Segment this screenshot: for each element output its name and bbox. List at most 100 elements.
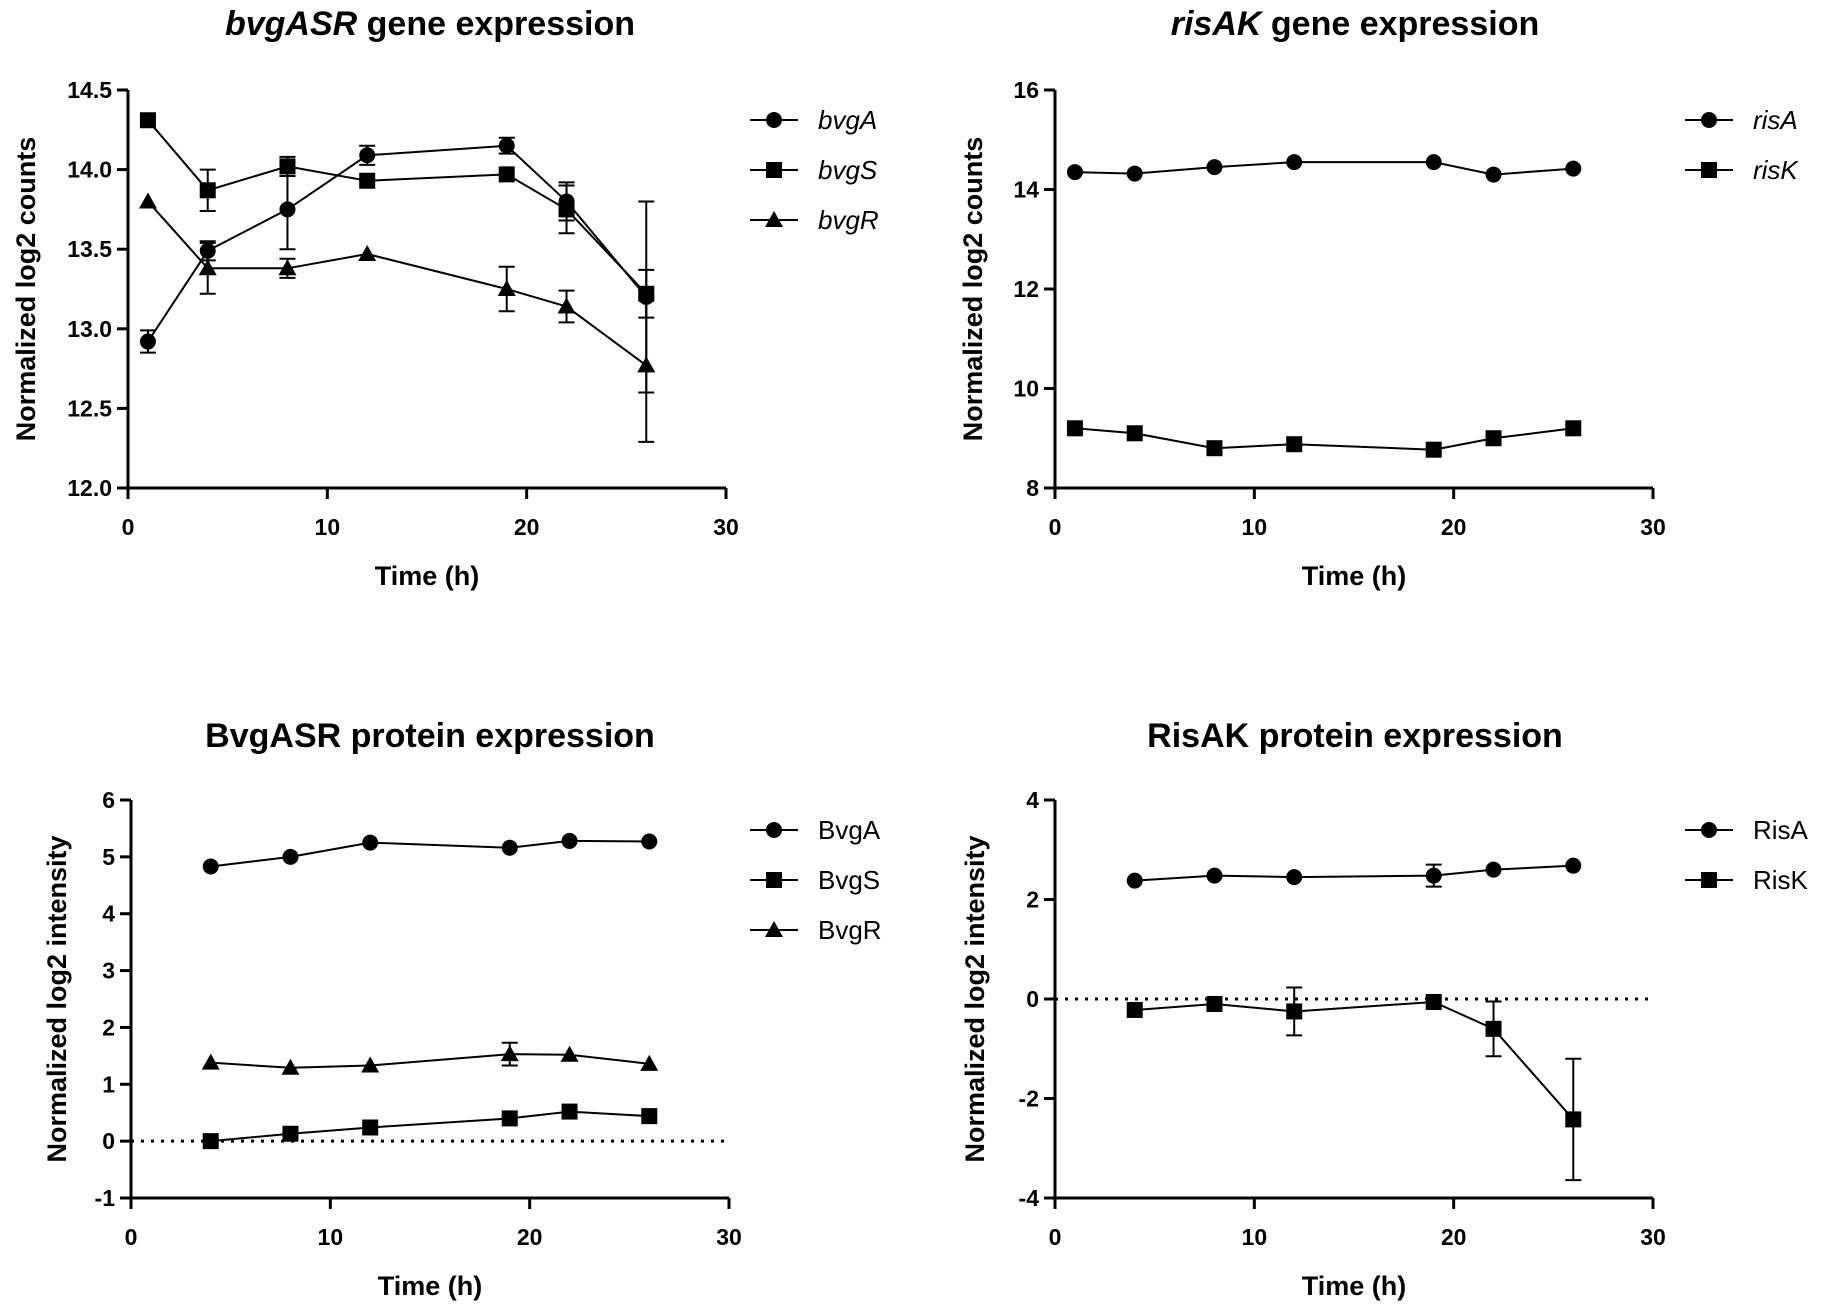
data-point <box>1206 440 1223 457</box>
y-tick-label: 12.5 <box>67 395 112 421</box>
data-point <box>637 356 656 373</box>
data-point <box>1286 154 1303 171</box>
legend-entry-RisK: RisK <box>1685 865 1809 895</box>
x-tick-label: 30 <box>716 1224 742 1250</box>
series-risA <box>1066 154 1582 183</box>
data-point <box>362 1119 379 1136</box>
data-point <box>1425 867 1442 884</box>
data-point <box>138 192 157 209</box>
data-point <box>282 848 299 865</box>
chart-panel-3: BvgASR protein expression -1 0 1 2 3 4 5 6 0 10 20 3… <box>42 717 882 1301</box>
x-tick-label: 20 <box>1441 1224 1467 1250</box>
chart-title-italic: risAK <box>1171 5 1264 43</box>
series-RisK <box>1126 986 1582 1182</box>
y-tick-label: 14.5 <box>67 77 112 103</box>
data-point <box>1206 867 1223 884</box>
x-tick-label: 10 <box>315 514 341 540</box>
series-risK <box>1066 420 1582 458</box>
chart-title: risAK gene expression <box>1171 5 1539 43</box>
chart-title: bvgASR gene expression <box>225 5 635 43</box>
y-tick-label: 5 <box>102 844 115 870</box>
chart-panel-4: RisAK protein expression -4 -2 0 2 4 0 10 20 30 Ti… <box>960 717 1809 1301</box>
y-tick-label: 2 <box>1026 887 1039 913</box>
data-point <box>498 137 515 154</box>
legend-entry-RisA: RisA <box>1685 815 1809 845</box>
data-point <box>501 1110 518 1127</box>
legend-marker <box>766 162 782 178</box>
data-point <box>1206 995 1223 1012</box>
data-point <box>1485 166 1502 183</box>
data-point <box>278 259 297 276</box>
data-point <box>1126 872 1143 889</box>
y-tick-label: 14 <box>1013 177 1039 203</box>
data-point <box>560 1045 579 1062</box>
series-BvgS <box>202 1103 658 1150</box>
y-axis-label: Normalized log2 counts <box>958 137 988 442</box>
y-tick-label: -4 <box>1019 1185 1040 1211</box>
legend-label: bvgR <box>818 205 879 235</box>
data-point <box>557 297 576 314</box>
data-point <box>1126 1001 1143 1018</box>
chart-title-text: gene expression <box>1261 5 1539 43</box>
data-point <box>1126 165 1143 182</box>
data-point <box>361 1056 380 1073</box>
y-tick-label: 0 <box>1026 986 1039 1012</box>
y-tick-label: 3 <box>102 958 115 984</box>
x-tick-label: 0 <box>1049 1224 1062 1250</box>
x-axis-label: Time (h) <box>375 561 480 591</box>
x-axis-label: Time (h) <box>1302 561 1407 591</box>
legend-marker <box>766 112 782 128</box>
y-tick-label: 4 <box>102 901 115 927</box>
x-tick-label: 30 <box>713 514 739 540</box>
data-point <box>362 834 379 851</box>
data-point <box>1425 441 1442 458</box>
series-line <box>210 1053 650 1069</box>
data-point <box>202 858 219 875</box>
legend-entry-bvgR: bvgR <box>750 205 879 235</box>
data-point <box>1066 420 1083 437</box>
x-tick-label: 0 <box>1049 514 1062 540</box>
legend-entry-bvgA: bvgA <box>750 105 877 135</box>
x-axis-label: Time (h) <box>1302 1271 1407 1301</box>
series-bvgA <box>139 136 655 394</box>
data-point <box>1066 164 1083 181</box>
series-line <box>210 1110 650 1143</box>
data-point <box>359 172 376 189</box>
x-tick-label: 10 <box>1242 1224 1268 1250</box>
y-tick-label: 4 <box>1026 787 1039 813</box>
data-point <box>1565 160 1582 177</box>
y-axis-label: Normalized log2 intensity <box>960 835 990 1162</box>
legend-label: risA <box>1753 105 1798 135</box>
legend-marker <box>1701 822 1717 838</box>
y-tick-label: 10 <box>1013 376 1039 402</box>
legend-marker <box>765 921 783 937</box>
legend-marker <box>1701 872 1717 888</box>
y-tick-label: 6 <box>102 787 115 813</box>
series-RisA <box>1126 857 1582 889</box>
legend-entry-risA: risA <box>1685 105 1798 135</box>
y-tick-label: -2 <box>1019 1086 1039 1112</box>
data-point <box>1565 1111 1582 1128</box>
data-point <box>359 147 376 164</box>
data-point <box>1126 425 1143 442</box>
data-point <box>1485 430 1502 447</box>
legend-marker <box>765 211 783 227</box>
data-point <box>561 832 578 849</box>
y-tick-label: 2 <box>102 1014 115 1040</box>
chart-title-text: RisAK protein expression <box>1147 717 1563 755</box>
series-line <box>210 839 650 868</box>
x-tick-label: 0 <box>122 514 135 540</box>
y-tick-label: -1 <box>95 1185 116 1211</box>
legend-label: RisA <box>1753 815 1809 845</box>
y-tick-label: 13.5 <box>67 236 112 262</box>
legend-entry-BvgS: BvgS <box>750 865 880 895</box>
y-tick-label: 0 <box>102 1128 115 1154</box>
legend-label: BvgR <box>818 915 882 945</box>
chart-panel-1: bvgASR gene expression 12.0 12.5 13.0 13.5 14… <box>11 5 879 591</box>
data-point <box>139 333 156 350</box>
series-line <box>1134 864 1574 882</box>
data-point <box>1425 993 1442 1010</box>
series-line <box>1134 1000 1575 1121</box>
data-point <box>498 166 515 183</box>
x-tick-label: 10 <box>1242 514 1268 540</box>
